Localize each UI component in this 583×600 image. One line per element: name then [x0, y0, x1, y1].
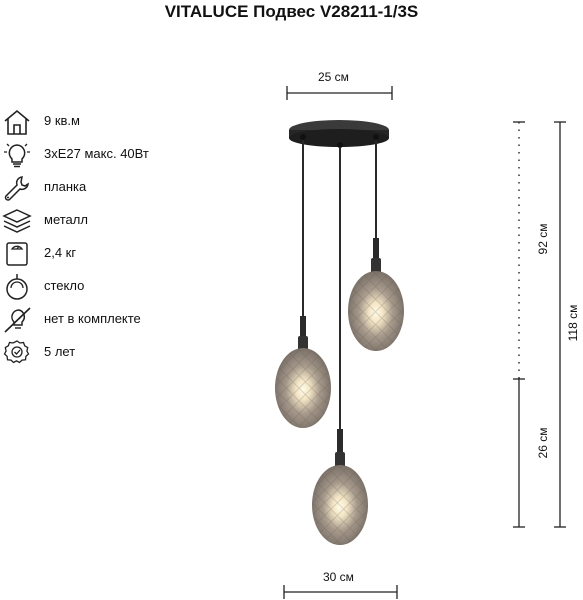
spec-area: 9 кв.м — [2, 108, 202, 136]
layers-icon — [2, 209, 32, 233]
no-bulb-icon — [4, 307, 31, 333]
spec-warranty-text: 5 лет — [44, 344, 76, 359]
glass-shade-bottom — [312, 465, 368, 545]
bottom-width-dimension — [283, 585, 398, 599]
spec-mount-text: планка — [44, 179, 87, 194]
spec-bulbs-text: нет в комплекте — [44, 311, 141, 326]
top-width-label: 25 см — [318, 70, 349, 84]
scale-icon — [6, 242, 28, 266]
upper-height-dimension — [513, 121, 525, 380]
spec-area-text: 9 кв.м — [44, 113, 80, 128]
lower-height-label: 26 см — [536, 427, 550, 459]
suspension-cords — [302, 140, 377, 431]
total-height-label: 118 см — [566, 304, 580, 342]
warranty-badge-icon — [3, 340, 30, 364]
spec-lamps-text: 3хE27 макс. 40Вт — [44, 146, 149, 161]
spec-bulbs: нет в комплекте — [2, 306, 202, 334]
lower-height-dimension — [513, 379, 525, 528]
glass-shade-right — [348, 271, 404, 351]
ceiling-canopy — [289, 120, 389, 148]
spec-material-text: металл — [44, 212, 88, 227]
lightbulb-icon — [4, 143, 30, 168]
glass-shade-left — [275, 348, 331, 428]
bottom-width-label: 30 см — [323, 570, 354, 584]
spec-warranty: 5 лет — [2, 339, 202, 367]
lamp-holders — [298, 238, 381, 468]
spec-weight-text: 2,4 кг — [44, 245, 77, 260]
spec-material: металл — [2, 207, 202, 235]
spec-shade-text: стекло — [44, 278, 85, 293]
top-width-dimension — [286, 86, 393, 100]
upper-height-label: 92 см — [536, 223, 550, 255]
spec-mount: планка — [2, 174, 202, 202]
shade-icon — [6, 274, 28, 300]
spec-shade: стекло — [2, 273, 202, 301]
spec-lamps: 3хE27 макс. 40Вт — [2, 141, 202, 169]
wrench-icon — [4, 176, 29, 201]
house-icon — [4, 109, 30, 135]
spec-weight: 2,4 кг — [2, 240, 202, 268]
product-title: VITALUCE Подвес V28211-1/3S — [164, 2, 419, 21]
total-height-dimension — [554, 121, 566, 528]
